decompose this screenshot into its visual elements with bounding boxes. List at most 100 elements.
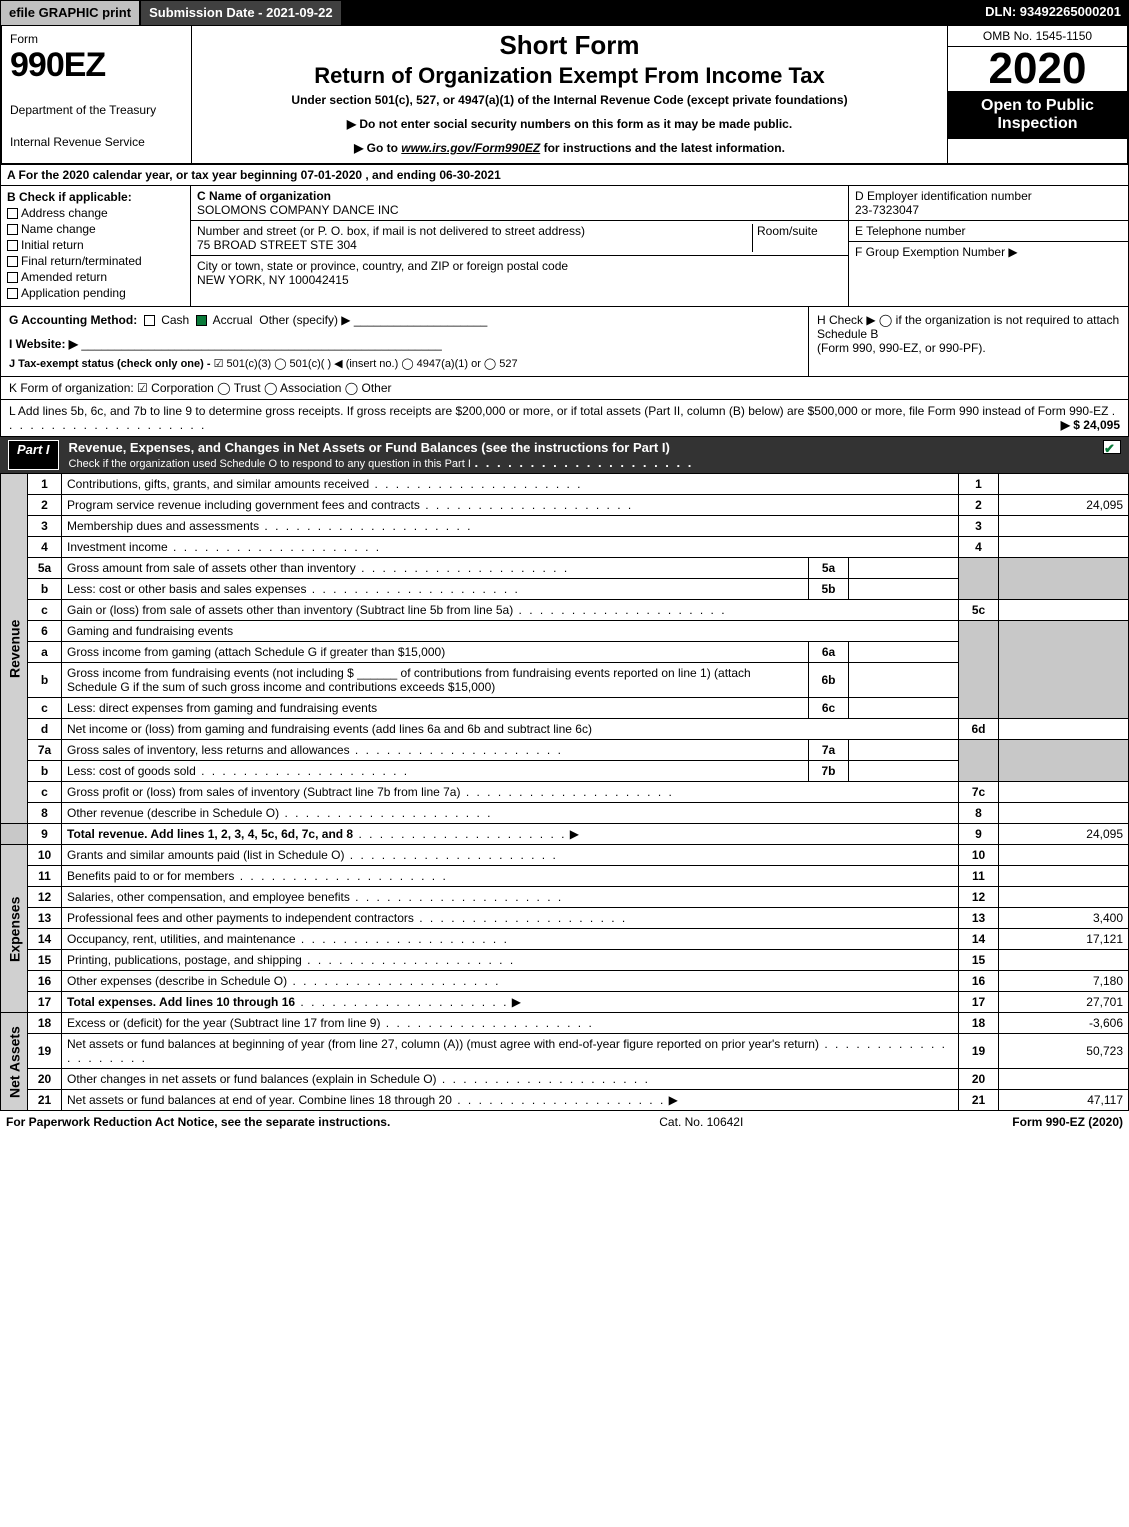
l19-desc: Net assets or fund balances at beginning… [62,1034,959,1069]
l8-val [999,803,1129,824]
l9-label: 9 [959,824,999,845]
section-c: C Name of organization SOLOMONS COMPANY … [191,186,848,306]
l11-val [999,866,1129,887]
section-g: G Accounting Method: Cash Accrual Other … [1,307,808,376]
l7a-subval [849,740,959,761]
l6-shade [959,621,999,719]
l20-label: 20 [959,1069,999,1090]
l14-desc: Occupancy, rent, utilities, and maintena… [62,929,959,950]
l6c-subval [849,698,959,719]
row-a-tax-year: A For the 2020 calendar year, or tax yea… [0,165,1129,186]
l5c-num: c [28,600,62,621]
website-label: I Website: ▶ [9,337,78,351]
chk-name-change[interactable]: Name change [7,222,184,236]
l6d-label: 6d [959,719,999,740]
chk-amended-return[interactable]: Amended return [7,270,184,284]
part1-checkbox[interactable]: ✔ [1103,440,1121,454]
l18-desc: Excess or (deficit) for the year (Subtra… [62,1013,959,1034]
l18-label: 18 [959,1013,999,1034]
l6c-sub: 6c [809,698,849,719]
top-bar: efile GRAPHIC print Submission Date - 20… [0,0,1129,26]
l13-val: 3,400 [999,908,1129,929]
l16-num: 16 [28,971,62,992]
addr-value: 75 BROAD STREET STE 304 [197,238,357,252]
l18-num: 18 [28,1013,62,1034]
l7c-label: 7c [959,782,999,803]
l4-num: 4 [28,537,62,558]
l5b-subval [849,579,959,600]
l6a-sub: 6a [809,642,849,663]
l5c-desc: Gain or (loss) from sale of assets other… [62,600,959,621]
l6c-desc: Less: direct expenses from gaming and fu… [62,698,809,719]
section-b-title: B Check if applicable: [7,190,184,204]
chk-address-change[interactable]: Address change [7,206,184,220]
org-name: SOLOMONS COMPANY DANCE INC [197,203,399,217]
l7a-desc: Gross sales of inventory, less returns a… [62,740,809,761]
cash-label: Cash [161,313,189,327]
irs-link[interactable]: www.irs.gov/Form990EZ [401,141,540,155]
l17-desc: Total expenses. Add lines 10 through 16 … [62,992,959,1013]
section-l: L Add lines 5b, 6c, and 7b to line 9 to … [0,400,1129,437]
l14-num: 14 [28,929,62,950]
l21-desc: Net assets or fund balances at end of ye… [62,1090,959,1111]
j-options: ☑ 501(c)(3) ◯ 501(c)( ) ◀ (insert no.) ◯… [214,358,518,370]
l7ab-shade-val [999,740,1129,782]
l13-label: 13 [959,908,999,929]
chk-initial-return[interactable]: Initial return [7,238,184,252]
chk-cash[interactable] [144,315,155,326]
l2-val: 24,095 [999,495,1129,516]
j-line: J Tax-exempt status (check only one) - ☑… [9,357,800,370]
h-text2: (Form 990, 990-EZ, or 990-PF). [817,341,1120,355]
l6d-num: d [28,719,62,740]
chk-final-return[interactable]: Final return/terminated [7,254,184,268]
form-word: Form [10,32,183,46]
l11-num: 11 [28,866,62,887]
header-right: OMB No. 1545-1150 2020 Open to Public In… [947,26,1127,163]
l6a-desc: Gross income from gaming (attach Schedul… [62,642,809,663]
l5a-subval [849,558,959,579]
l15-num: 15 [28,950,62,971]
l4-val [999,537,1129,558]
l19-num: 19 [28,1034,62,1069]
l3-desc: Membership dues and assessments [62,516,959,537]
f-label: F Group Exemption Number ▶ [855,245,1018,259]
addr-cell: Number and street (or P. O. box, if mail… [191,221,848,256]
j-label: J Tax-exempt status (check only one) - [9,358,211,370]
open-to-public: Open to Public Inspection [948,91,1127,139]
l8-num: 8 [28,803,62,824]
chk-amended-return-label: Amended return [21,270,107,284]
chk-address-change-label: Address change [21,206,108,220]
dln-label: DLN: 93492265000201 [977,0,1129,26]
l7c-num: c [28,782,62,803]
l6a-subval [849,642,959,663]
l7a-sub: 7a [809,740,849,761]
l13-desc: Professional fees and other payments to … [62,908,959,929]
l3-num: 3 [28,516,62,537]
chk-application-pending[interactable]: Application pending [7,286,184,300]
section-k: K Form of organization: ☑ Corporation ◯ … [0,377,1129,400]
l12-num: 12 [28,887,62,908]
side-expenses: Expenses [1,845,28,1013]
efile-print-button[interactable]: efile GRAPHIC print [0,0,140,26]
l8-label: 8 [959,803,999,824]
l6b-desc: Gross income from fundraising events (no… [62,663,809,698]
city-value: NEW YORK, NY 100042415 [197,273,349,287]
chk-accrual[interactable] [196,315,207,326]
d-label: D Employer identification number [855,189,1032,203]
l7b-sub: 7b [809,761,849,782]
chk-final-return-label: Final return/terminated [21,254,142,268]
l13-num: 13 [28,908,62,929]
l5ab-shade [959,558,999,600]
l20-num: 20 [28,1069,62,1090]
l1-label: 1 [959,474,999,495]
group-exemption-cell: F Group Exemption Number ▶ [849,242,1128,262]
city-cell: City or town, state or province, country… [191,256,848,290]
submission-date-button[interactable]: Submission Date - 2021-09-22 [140,0,342,26]
chk-application-pending-label: Application pending [21,286,126,300]
l12-desc: Salaries, other compensation, and employ… [62,887,959,908]
l20-val [999,1069,1129,1090]
g-line: G Accounting Method: Cash Accrual Other … [9,313,800,327]
l8-desc: Other revenue (describe in Schedule O) [62,803,959,824]
part1-label: Part I [8,440,59,470]
dept-irs: Internal Revenue Service [10,135,183,149]
